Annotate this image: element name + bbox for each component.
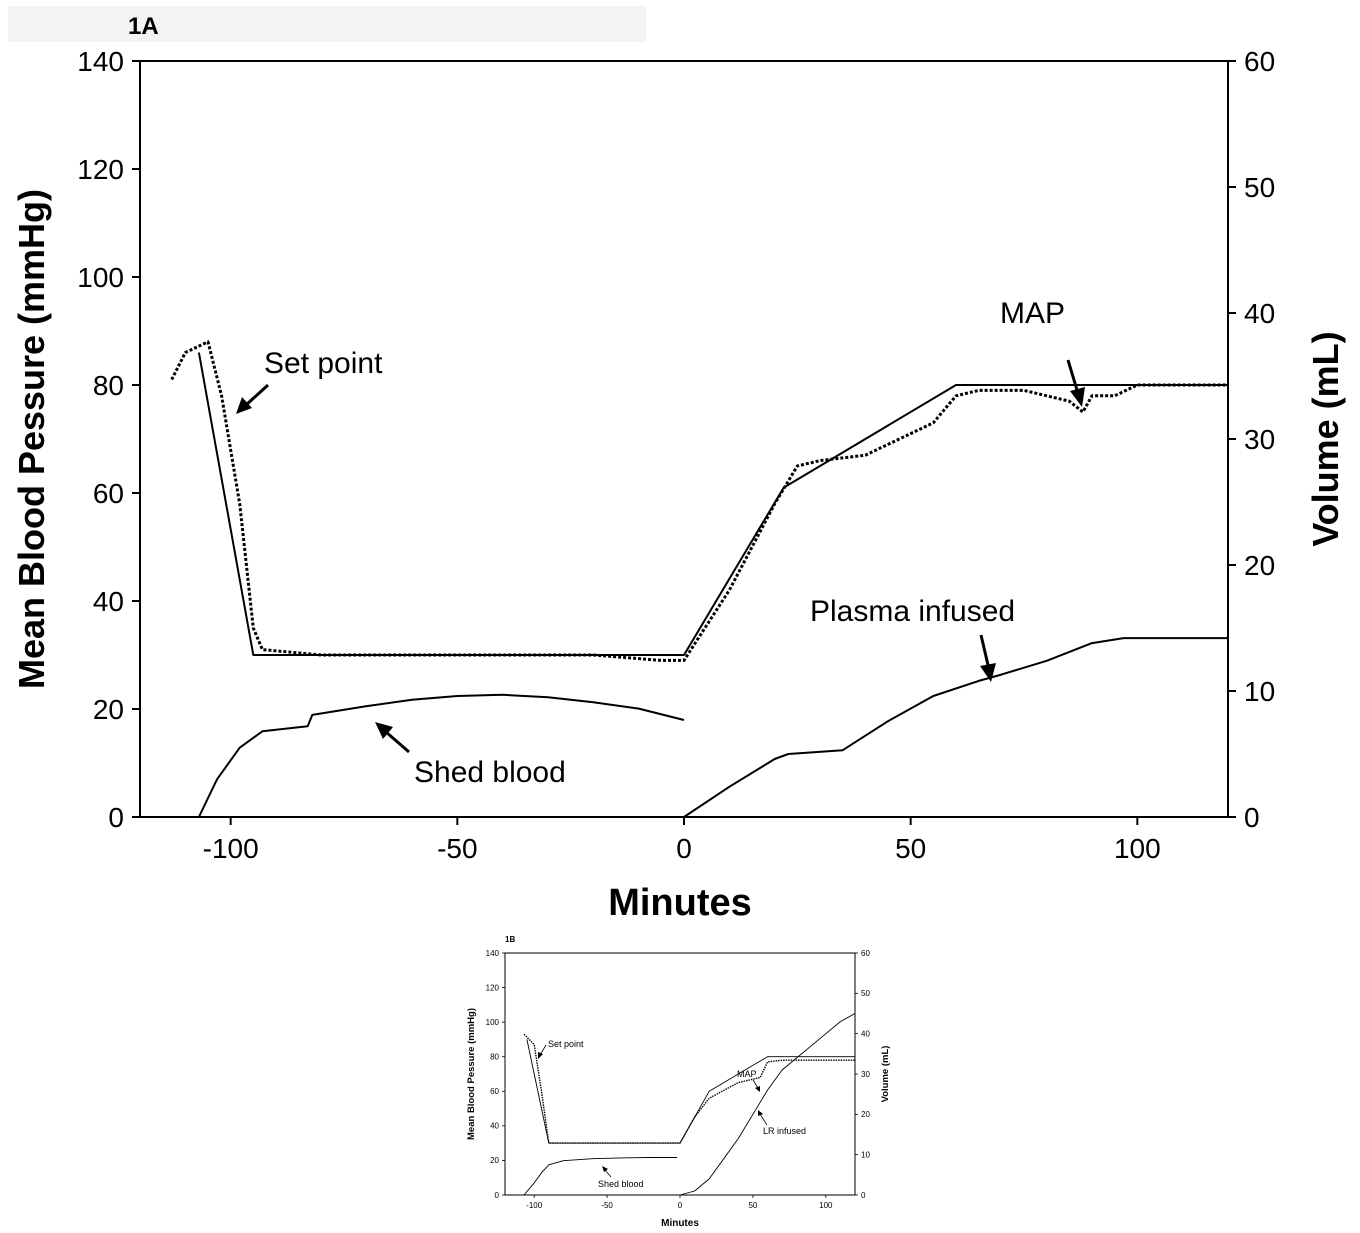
panel-label: 1B: [505, 935, 515, 944]
y-left-tick-label: 100: [486, 1018, 500, 1027]
x-tick-label: 0: [678, 1201, 683, 1210]
series-line-set-point: [197, 352, 1228, 656]
x-ticks: -100 -50 0 50 100: [526, 1195, 833, 1210]
arrow-set-point: [538, 1044, 547, 1059]
x-tick-label: -50: [601, 1201, 613, 1210]
series-line-lr-infused: [679, 1013, 856, 1196]
chart-1a-svg: 1A 0 20 40 60 80 100 120 140 0 10 20 30 40 50 60 -100…: [8, 6, 1346, 924]
y-right-tick-label: 10: [1244, 676, 1275, 707]
panel-label-background: [8, 6, 646, 42]
y-right-tick-label: 0: [1244, 802, 1260, 833]
arrow-shed-blood: [375, 722, 410, 754]
y-right-tick-label: 0: [861, 1191, 866, 1200]
y-right-tick-label: 30: [861, 1070, 870, 1079]
y-right-tick-label: 50: [1244, 172, 1275, 203]
y-right-ticks: 0 10 20 30 40 50 60: [1228, 46, 1275, 833]
y-left-ticks: 0 20 40 60 80 100 120 140: [77, 46, 140, 833]
y-left-ticks: 0 20 40 60 80 100 120 140: [486, 949, 505, 1200]
y-left-axis-label: Mean Blood Pessure (mmHg): [11, 189, 52, 689]
x-axis-label: Minutes: [608, 882, 752, 924]
y-right-ticks: 0 10 20 30 40 50 60: [855, 949, 870, 1200]
y-right-tick-label: 10: [861, 1150, 870, 1159]
plot-frame: [139, 60, 1229, 818]
series-line-plasma-infused: [683, 637, 1228, 818]
y-left-axis-label: Mean Blood Pessure (mmHg): [466, 1008, 477, 1140]
series-line-map: [523, 1033, 855, 1144]
series-line-map: [170, 340, 1228, 662]
chart-1b: 1B 0 20 40 60 80 100 120 140 0 10 20 30 40 50 60 -100…: [455, 928, 895, 1229]
series-line-shed-blood: [523, 1157, 678, 1196]
y-right-axis-label: Volume (mL): [1305, 331, 1346, 546]
y-right-tick-label: 40: [861, 1029, 870, 1038]
y-left-tick-label: 60: [490, 1087, 499, 1096]
annotation-set-point: Set point: [264, 347, 383, 380]
annotation-set-point: Set point: [548, 1039, 584, 1049]
y-left-tick-label: 100: [77, 262, 124, 293]
series-group: [170, 340, 1228, 818]
y-left-tick-label: 80: [490, 1053, 499, 1062]
y-right-tick-label: 60: [861, 949, 870, 958]
x-tick-label: 100: [819, 1201, 833, 1210]
y-left-tick-label: 120: [486, 983, 500, 992]
x-tick-label: 50: [748, 1201, 757, 1210]
annotation-lr-infused: LR infused: [763, 1126, 806, 1136]
y-right-tick-label: 40: [1244, 298, 1275, 329]
y-left-tick-label: 20: [490, 1156, 499, 1165]
arrow-map: [1066, 359, 1085, 407]
y-left-tick-label: 40: [490, 1122, 499, 1131]
arrow-plasma-infused: [979, 634, 996, 682]
y-left-tick-label: 40: [93, 586, 124, 617]
y-right-axis-label: Volume (mL): [880, 1046, 891, 1103]
x-tick-label: -100: [203, 833, 259, 864]
annotation-map: MAP: [737, 1069, 757, 1079]
annotation-map: MAP: [1000, 297, 1065, 330]
y-left-tick-label: 120: [77, 154, 124, 185]
x-tick-label: 50: [895, 833, 926, 864]
y-right-tick-label: 20: [1244, 550, 1275, 581]
y-left-tick-label: 80: [93, 370, 124, 401]
annotation-shed-blood: Shed blood: [414, 756, 566, 789]
y-left-tick-label: 60: [93, 478, 124, 509]
y-left-tick-label: 140: [486, 949, 500, 958]
x-tick-label: -50: [437, 833, 477, 864]
arrow-shed-blood: [602, 1166, 612, 1178]
y-right-tick-label: 50: [861, 989, 870, 998]
arrow-set-point: [236, 383, 270, 414]
y-right-tick-label: 30: [1244, 424, 1275, 455]
panel-label: 1A: [128, 13, 159, 40]
series-line-shed-blood: [197, 693, 685, 818]
chart-1b-svg: 1B 0 20 40 60 80 100 120 140 0 10 20 30 40 50 60 -100…: [466, 935, 891, 1229]
x-ticks: -100 -50 0 50 100: [203, 817, 1161, 864]
arrow-lr-infused: [758, 1110, 768, 1126]
annotation-shed-blood: Shed blood: [598, 1179, 644, 1189]
series-group: [523, 1013, 856, 1196]
y-right-tick-label: 60: [1244, 46, 1275, 77]
y-left-tick-label: 140: [77, 46, 124, 77]
y-left-tick-label: 0: [495, 1191, 500, 1200]
y-right-tick-label: 20: [861, 1110, 870, 1119]
x-tick-label: -100: [526, 1201, 543, 1210]
annotation-plasma-infused: Plasma infused: [810, 595, 1015, 628]
y-left-tick-label: 0: [108, 802, 124, 833]
chart-1a: 1A 0 20 40 60 80 100 120 140 0 10 20 30 40 50 60 -100…: [8, 6, 1346, 924]
x-tick-label: 0: [676, 833, 692, 864]
x-tick-label: 100: [1114, 833, 1161, 864]
plot-frame: [504, 952, 856, 1196]
arrow-map: [752, 1079, 760, 1092]
y-left-tick-label: 20: [93, 694, 124, 725]
x-axis-label: Minutes: [661, 1218, 699, 1228]
